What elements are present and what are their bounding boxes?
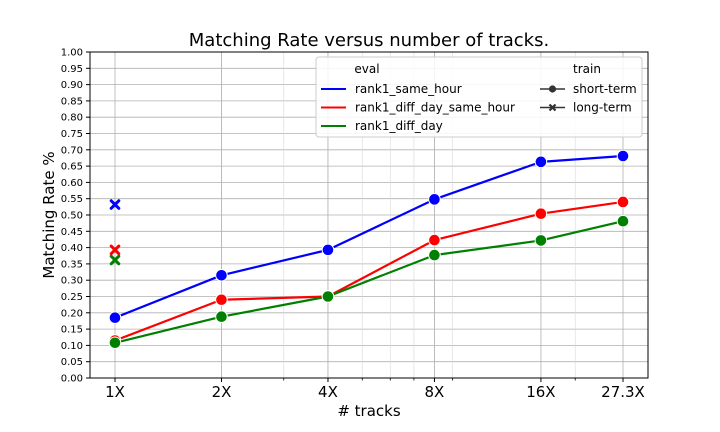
legend-label: long-term (573, 101, 632, 115)
y-tick-label: 0.70 (61, 145, 83, 156)
x-marker-stroke (109, 244, 121, 256)
data-point (616, 214, 630, 228)
y-tick-label: 0.35 (61, 259, 83, 270)
legend-label: rank1_same_hour (355, 82, 462, 96)
y-tick-label: 0.90 (61, 80, 83, 91)
data-point (534, 155, 548, 169)
y-tick-label: 0.20 (61, 308, 83, 319)
long-term-point (109, 244, 121, 256)
long-term-point (109, 254, 121, 266)
legend-train-entries: short-term long-term (540, 82, 637, 115)
data-point (321, 290, 335, 303)
legend-label: rank1_diff_day_same_hour (355, 101, 515, 115)
long-term-markers (109, 199, 121, 266)
y-tick-label: 0.25 (61, 292, 83, 303)
legend-train-title: train (573, 62, 601, 76)
y-tick-label: 0.30 (61, 276, 83, 287)
data-point (428, 193, 441, 206)
legend-label: short-term (573, 82, 637, 96)
x-tick-label: 2X (212, 383, 232, 401)
data-point (428, 233, 441, 247)
y-tick-label: 0.55 (61, 194, 83, 205)
series-rank1_diff_day_same_hour (108, 195, 630, 347)
x-tick-label: 8X (425, 383, 445, 401)
x-marker-stroke (109, 199, 121, 210)
legend-eval-entries: rank1_same_hour rank1_diff_day_same_hourr… (321, 82, 515, 133)
legend-label: rank1_diff_day (355, 119, 443, 133)
y-tick-label: 0.10 (61, 341, 83, 352)
data-point (108, 336, 122, 350)
data-point (215, 269, 228, 282)
data-point (215, 310, 228, 324)
y-axis-label: Matching Rate % (40, 151, 58, 278)
long-term-point (109, 199, 121, 210)
chart-title: Matching Rate versus number of tracks. (189, 30, 549, 51)
y-tick-label: 0.05 (61, 357, 83, 368)
legend-box (315, 56, 643, 138)
y-tick-label: 1.00 (61, 48, 83, 59)
x-tick-label: 4X (318, 383, 338, 401)
series-rank1_same_hour (108, 149, 630, 324)
series-line (114, 154, 624, 319)
series-line (114, 220, 624, 344)
data-point (616, 149, 630, 163)
legend-eval-title: eval (354, 62, 379, 76)
data-point (534, 234, 548, 247)
data-point (534, 207, 548, 220)
y-tick-label: 0.50 (61, 211, 83, 222)
y-tick-label: 0.60 (61, 178, 83, 189)
data-point (428, 248, 441, 262)
x-axis-label: # tracks (337, 402, 401, 420)
series-line (114, 200, 624, 342)
y-tick-label: 0.85 (61, 96, 83, 107)
data-point (108, 311, 122, 324)
x-tick-label: 27.3X (601, 383, 645, 401)
y-tick-label: 0.80 (61, 113, 83, 124)
x-tick-label: 16X (526, 383, 555, 401)
x-axis-ticks: 1X 2X 4X 8X 16X 27.3X (105, 378, 645, 401)
legend: eval train rank1_same_hour rank1_diff_day… (315, 56, 643, 138)
y-tick-label: 0.95 (61, 64, 83, 75)
series-layer (108, 149, 630, 350)
x-marker-stroke (109, 254, 121, 266)
y-tick-label: 0.00 (61, 374, 83, 385)
data-point (616, 195, 630, 209)
y-tick-label: 0.75 (61, 129, 83, 140)
series-rank1_diff_day (108, 214, 630, 350)
y-tick-label: 0.45 (61, 227, 83, 238)
y-axis-ticks: 0.00 0.05 0.10 0.15 0.20 0.25 0.30 0.35 0.40 0.45… (61, 48, 90, 385)
data-point (215, 293, 228, 307)
legend-circle-marker (548, 85, 557, 93)
x-tick-label: 1X (105, 383, 125, 401)
y-tick-label: 0.40 (61, 243, 83, 254)
data-point (321, 243, 335, 257)
y-tick-label: 0.15 (61, 325, 83, 336)
y-tick-label: 0.65 (61, 162, 83, 173)
legend-x-marker (548, 103, 557, 112)
